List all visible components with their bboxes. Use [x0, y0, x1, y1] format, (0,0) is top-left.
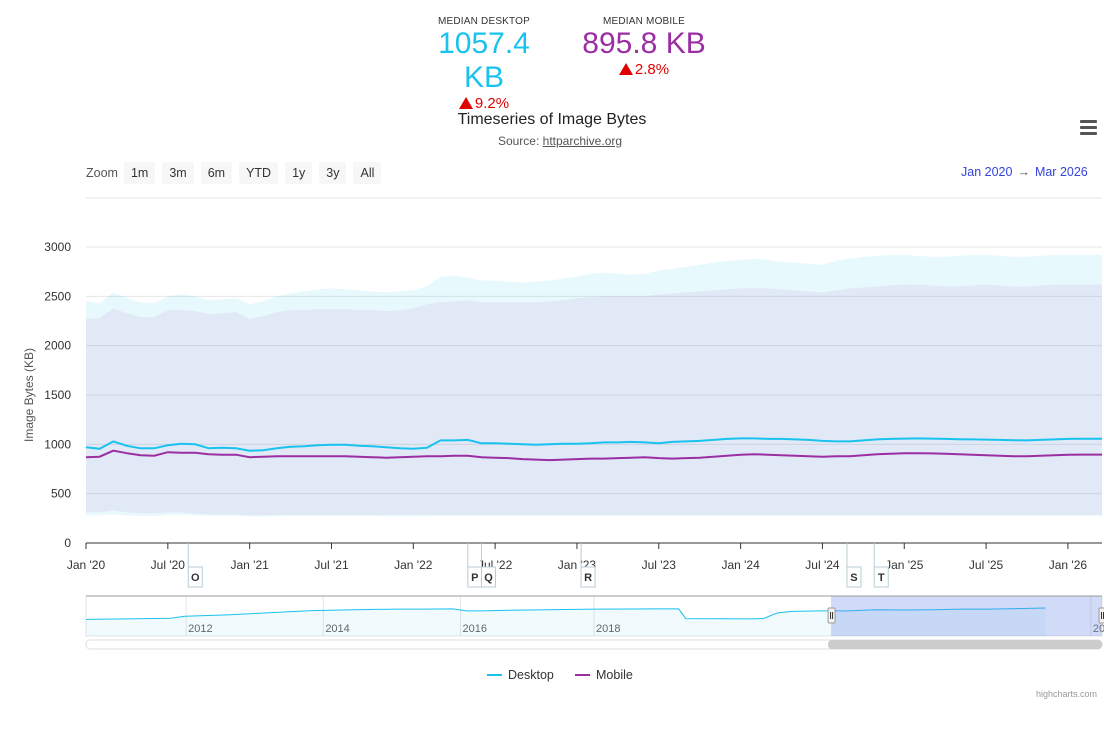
zoom-all-button[interactable]: All [353, 162, 382, 184]
annotation-flag [580, 566, 596, 588]
navigator-tick-label: 2022 [1093, 623, 1104, 635]
mobile-band [86, 284, 1102, 516]
navigator-handle [1098, 607, 1104, 624]
zoom-label: Zoom [86, 166, 118, 180]
desktop-series-line [85, 437, 1102, 452]
x-tick-label: Jan '21 [230, 558, 269, 572]
metric-desktop-change: 9.2% [414, 95, 554, 112]
zoom-1m-button[interactable]: 1m [123, 162, 156, 184]
y-axis-title: Image Bytes (KB) [22, 348, 36, 442]
scrollbar-track [85, 639, 1103, 650]
zoom-ytd-button[interactable]: YTD [239, 162, 279, 184]
up-triangle-icon [458, 97, 473, 109]
date-range[interactable]: Jan 2020 → Mar 2026 [961, 165, 1088, 179]
navigator-tick-label: 2016 [463, 623, 487, 635]
metric-mobile-value: 895.8 KB [582, 27, 706, 60]
annotation-flag [846, 566, 862, 588]
annotation-label: S [850, 572, 857, 584]
x-tick-label: Jan '25 [885, 558, 924, 572]
y-tick-label: 500 [51, 487, 71, 501]
annotation-flag [187, 566, 203, 588]
annotation-label: Q [484, 572, 493, 584]
up-triangle-icon [618, 63, 633, 75]
annotation-flag [480, 566, 496, 588]
source-link[interactable]: httparchive.org [542, 134, 623, 148]
y-tick-label: 1500 [44, 388, 71, 402]
chart-subtitle: Source: httparchive.org [0, 134, 1104, 148]
metric-desktop-change-value: 9.2% [474, 95, 510, 112]
y-tick-label: 2500 [44, 289, 71, 303]
mobile-series-line [85, 449, 1102, 462]
annotation-label: R [584, 572, 592, 584]
annotation-label: P [471, 572, 478, 584]
metric-mobile: MEDIAN MOBILE 895.8 KB 2.8% [580, 16, 708, 78]
navigator-selection [831, 596, 1102, 636]
y-tick-label: 1000 [44, 437, 71, 451]
source-label: Source: [497, 134, 543, 148]
hamburger-menu-icon[interactable] [1080, 120, 1097, 135]
y-tick-label: 0 [64, 536, 71, 550]
x-tick-label: Jul '20 [151, 558, 186, 572]
navigator-tick-label: 2014 [325, 623, 349, 635]
x-tick-label: Jul '24 [805, 558, 840, 572]
range-to[interactable]: Mar 2026 [1034, 165, 1088, 179]
annotation-flag [873, 566, 889, 588]
y-tick-label: 2000 [44, 339, 71, 353]
navigator-tick-label: 2018 [596, 623, 620, 635]
navigator-area [86, 608, 1046, 636]
navigator-series-line [85, 607, 1046, 620]
highcharts-credit[interactable]: highcharts.com [1036, 689, 1098, 699]
zoom-controls: Zoom 1m 3m 6m YTD 1y 3y All [86, 162, 388, 184]
mobile-legend-label: Mobile [596, 668, 633, 682]
annotation-flag [467, 566, 483, 588]
annotation-label: O [191, 572, 200, 584]
metric-mobile-change: 2.8% [580, 61, 708, 78]
range-from[interactable]: Jan 2020 [961, 165, 1013, 179]
zoom-6m-button[interactable]: 6m [200, 162, 233, 184]
x-tick-label: Jan '24 [721, 558, 760, 572]
x-tick-label: Jul '23 [642, 558, 677, 572]
x-tick-label: Jul '25 [969, 558, 1004, 572]
chart-title: Timeseries of Image Bytes [457, 111, 647, 128]
x-tick-label: Jan '20 [67, 558, 106, 572]
metric-desktop-value: 1057.4 KB [438, 27, 530, 94]
annotation-label: T [878, 572, 885, 584]
scrollbar-thumb [828, 640, 1102, 649]
zoom-3m-button[interactable]: 3m [162, 162, 194, 184]
y-tick-label: 3000 [44, 240, 71, 254]
navigator-tick-label: 2012 [188, 623, 212, 635]
metric-desktop-label: MEDIAN DESKTOP [437, 16, 531, 27]
x-tick-label: Jul '21 [314, 558, 349, 572]
metric-mobile-change-value: 2.8% [634, 61, 670, 78]
range-arrow: → [1017, 165, 1030, 179]
zoom-1y-button[interactable]: 1y [285, 162, 313, 184]
desktop-legend-label: Desktop [508, 668, 554, 682]
navigator-handle [827, 607, 836, 624]
metric-mobile-label: MEDIAN MOBILE [602, 16, 686, 27]
x-tick-label: Jan '26 [1049, 558, 1088, 572]
x-tick-label: Jul '22 [478, 558, 513, 572]
x-tick-label: Jan '23 [558, 558, 597, 572]
desktop-band [86, 254, 1102, 517]
navigator-frame [85, 595, 1103, 637]
x-tick-label: Jan '22 [394, 558, 433, 572]
metric-desktop: MEDIAN DESKTOP 1057.4 KB 9.2% [414, 16, 554, 112]
zoom-3y-button[interactable]: 3y [319, 162, 347, 184]
